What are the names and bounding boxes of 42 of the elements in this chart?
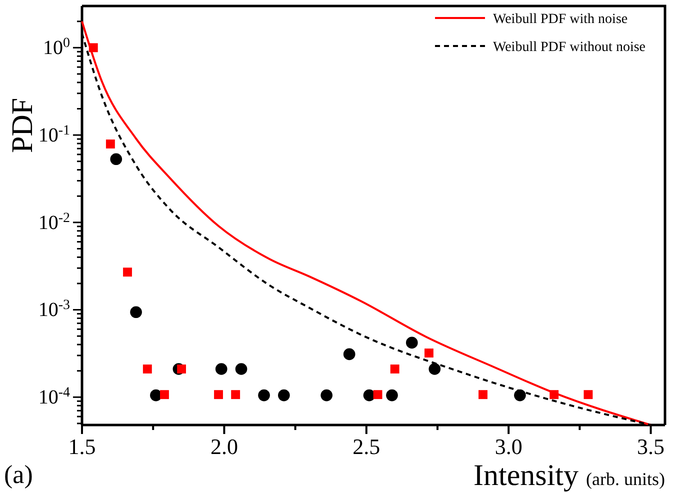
point	[123, 268, 132, 277]
x-tick-label: 3.5	[637, 434, 665, 459]
y-tick-label: 10$^{0}$	[43, 36, 70, 60]
point	[160, 390, 169, 400]
y-axis-title: PDF	[6, 98, 39, 154]
point	[278, 389, 290, 402]
point	[214, 390, 223, 400]
y-tick-label: 10$^{-2}$	[38, 210, 70, 234]
point	[110, 153, 122, 166]
y-tick-label: 10$^{-3}$	[38, 298, 70, 322]
point	[88, 43, 98, 52]
text: (a)	[4, 460, 33, 489]
point	[320, 389, 332, 402]
point	[428, 363, 441, 375]
y-tick-label: 10$^{-4}$	[38, 385, 70, 409]
point	[235, 363, 248, 375]
point	[514, 389, 526, 402]
point	[363, 389, 376, 402]
point	[550, 390, 559, 400]
point	[215, 363, 228, 375]
legend-label: Weibull PDF without noise	[493, 40, 646, 55]
x-tick-label: 2.5	[352, 434, 380, 459]
point	[424, 348, 434, 358]
point	[258, 389, 270, 402]
text: 2.0	[210, 434, 238, 459]
point	[478, 390, 488, 400]
point	[406, 336, 418, 349]
legend-label: Weibull PDF with noise	[493, 12, 628, 27]
point	[390, 364, 400, 374]
point	[386, 389, 398, 402]
point	[584, 390, 593, 400]
x-tick-label: 1.5	[68, 434, 96, 459]
point	[343, 348, 356, 360]
point	[106, 140, 115, 148]
point	[130, 306, 142, 318]
point	[142, 364, 152, 374]
point	[177, 364, 186, 374]
x-axis-title: Intensity (arb. units)	[474, 459, 665, 492]
text: 3.0	[494, 434, 522, 459]
point	[231, 390, 240, 400]
y-tick-label: 10$^{-1}$	[38, 122, 70, 146]
point	[373, 390, 382, 400]
